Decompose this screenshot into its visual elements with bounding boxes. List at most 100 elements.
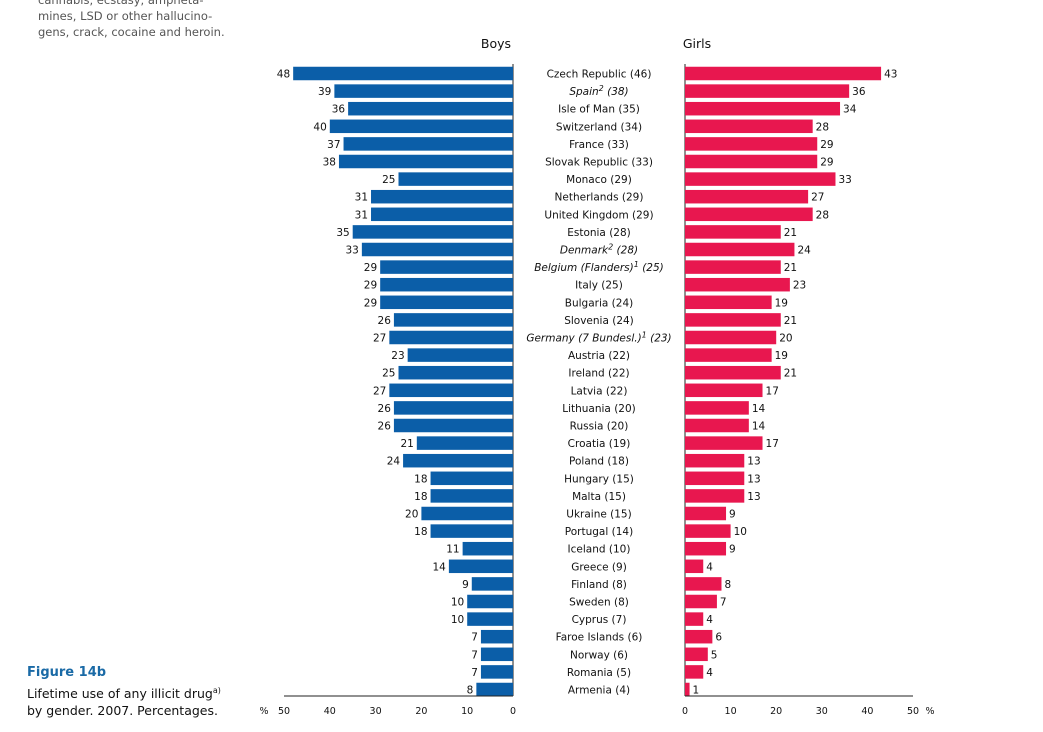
girls-value-label: 6 <box>715 632 722 644</box>
boys-bar <box>398 365 513 380</box>
boys-bar <box>334 84 513 98</box>
country-label: Spain2 (38) <box>569 84 628 98</box>
boys-value-label: 31 <box>355 209 368 221</box>
girls-value-label: 28 <box>816 209 829 221</box>
boys-value-label: 7 <box>471 667 478 679</box>
girls-value-label: 14 <box>752 421 766 433</box>
country-label: Slovenia (24) <box>564 315 634 327</box>
boys-value-label: 21 <box>400 438 413 450</box>
girls-value-label: 13 <box>747 456 760 468</box>
boys-bar <box>338 154 513 169</box>
boys-value-label: 29 <box>364 262 377 274</box>
boys-bar <box>403 453 513 468</box>
country-label: Norway (6) <box>570 649 628 661</box>
girls-bar <box>685 277 790 292</box>
girls-tick-label: 0 <box>682 706 688 717</box>
country-label: Isle of Man (35) <box>558 104 640 116</box>
boys-bar <box>348 101 513 116</box>
panel-title-boys: Boys <box>481 36 511 51</box>
girls-value-label: 9 <box>729 544 736 556</box>
girls-bar <box>685 225 781 239</box>
boys-value-label: 25 <box>382 174 395 186</box>
girls-bar <box>685 453 745 468</box>
boys-bar <box>343 137 513 151</box>
country-label: Russia (20) <box>570 421 629 433</box>
boys-value-label: 8 <box>467 685 474 697</box>
girls-tick-label: 50 <box>907 706 919 717</box>
girls-bar <box>685 682 690 697</box>
caption-line-1: Lifetime use of any illicit druga) <box>27 682 221 702</box>
girls-bar <box>685 189 809 204</box>
boys-value-label: 10 <box>451 597 464 609</box>
boys-bar <box>393 401 513 415</box>
boys-tick-label: 20 <box>415 706 427 717</box>
girls-value-label: 27 <box>811 192 824 204</box>
girls-bar <box>685 154 818 169</box>
boys-value-label: 24 <box>387 456 401 468</box>
girls-bar <box>685 471 745 486</box>
boys-value-label: 29 <box>364 297 377 309</box>
girls-bar <box>685 242 795 257</box>
figure-title: Figure 14b <box>27 665 107 680</box>
boys-bar <box>421 506 513 521</box>
panel-title-girls: Girls <box>683 36 711 51</box>
country-label: Austria (22) <box>568 350 630 362</box>
girls-bar <box>685 436 763 450</box>
boys-value-label: 39 <box>318 86 331 98</box>
boys-bar <box>467 594 513 609</box>
girls-bar <box>685 313 781 327</box>
boys-bar <box>407 348 513 362</box>
note-line: gens, crack, cocaine and heroin. <box>38 25 225 39</box>
girls-bar <box>685 524 731 538</box>
country-label: Poland (18) <box>569 456 629 468</box>
girls-value-label: 20 <box>779 333 792 345</box>
girls-value-label: 1 <box>693 685 700 697</box>
girls-bar <box>685 489 745 503</box>
girls-bar <box>685 84 850 98</box>
boys-value-label: 14 <box>433 561 447 573</box>
girls-bar <box>685 559 704 574</box>
country-label: Czech Republic (46) <box>547 69 652 81</box>
boys-bar <box>480 647 513 662</box>
girls-value-label: 33 <box>838 174 851 186</box>
country-label: United Kingdom (29) <box>544 209 653 221</box>
boys-bar <box>430 471 513 486</box>
girls-tick-label: 10 <box>725 706 737 717</box>
girls-tick-label: 30 <box>816 706 828 717</box>
boys-tick-label: 0 <box>510 706 516 717</box>
boys-value-label: 23 <box>391 350 404 362</box>
boys-bar <box>467 612 513 626</box>
boys-bar <box>371 189 513 204</box>
country-label: Ireland (22) <box>568 368 629 380</box>
caption-text: Lifetime use of any illicit drug <box>27 686 213 702</box>
country-label: Croatia (19) <box>568 438 631 450</box>
girls-bar <box>685 172 836 186</box>
girls-bar <box>685 383 763 398</box>
girls-bar <box>685 66 882 81</box>
boys-bar <box>293 66 513 81</box>
girls-value-label: 28 <box>816 121 829 133</box>
boys-value-label: 38 <box>323 157 336 169</box>
girls-bar <box>685 541 727 556</box>
girls-value-label: 4 <box>706 614 713 626</box>
country-label: Sweden (8) <box>569 597 629 609</box>
girls-bar <box>685 119 813 134</box>
country-label: Slovak Republic (33) <box>545 157 653 169</box>
country-label: Denmark2 (28) <box>560 243 638 257</box>
country-label: Ukraine (15) <box>566 509 631 521</box>
boys-value-label: 7 <box>471 632 478 644</box>
country-label: Romania (5) <box>567 667 631 679</box>
country-label: Portugal (14) <box>565 526 633 538</box>
boys-unit-label: % <box>259 706 268 717</box>
girls-tick-label: 40 <box>861 706 873 717</box>
boys-value-label: 40 <box>313 121 326 133</box>
caption-line-2: by gender. 2007. Percentages. <box>27 703 218 719</box>
boys-value-label: 18 <box>414 491 427 503</box>
girls-value-label: 14 <box>752 403 766 415</box>
boys-value-label: 25 <box>382 368 395 380</box>
country-label: France (33) <box>569 139 629 151</box>
boys-tick-label: 10 <box>461 706 473 717</box>
boys-value-label: 18 <box>414 526 427 538</box>
girls-value-label: 29 <box>820 157 833 169</box>
